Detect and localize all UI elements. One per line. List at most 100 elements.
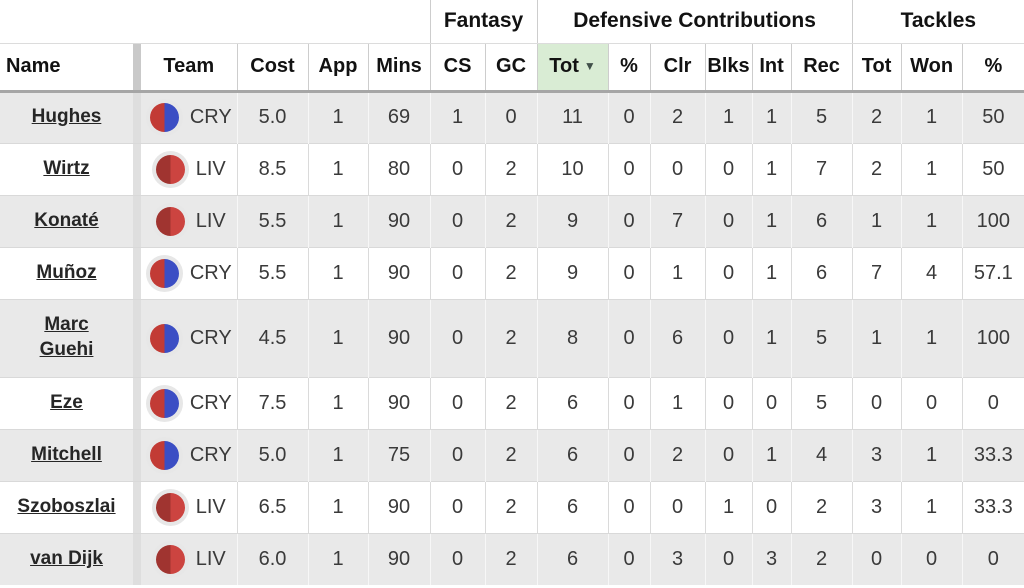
mins-cell: 90 xyxy=(367,532,431,585)
column-header-clr[interactable]: Clr xyxy=(649,43,706,93)
column-header-cost[interactable]: Cost xyxy=(236,43,308,93)
player-row: Marc Guehi CRY 4.5 1 90 0 2 8 0 6 0 1 5 … xyxy=(0,298,1024,377)
team-code: LIV xyxy=(195,209,226,232)
cost-cell: 7.5 xyxy=(236,376,308,429)
tk-tot-cell: 1 xyxy=(851,194,902,247)
team-cell: CRY xyxy=(141,246,237,299)
mins-cell: 69 xyxy=(367,91,431,143)
app-cell: 1 xyxy=(307,142,368,195)
app-cell: 1 xyxy=(307,376,368,429)
team-badge-ring xyxy=(145,254,183,292)
app-cell: 1 xyxy=(307,194,368,247)
frozen-column-divider xyxy=(133,246,141,299)
player-name-link[interactable]: Eze xyxy=(50,391,83,413)
int-cell: 1 xyxy=(751,298,792,377)
table-body: Hughes CRY 5.0 1 69 1 0 11 0 2 1 1 5 2 1… xyxy=(0,91,1024,585)
app-cell: 1 xyxy=(307,532,368,585)
player-name-link[interactable]: Hughes xyxy=(31,106,102,128)
team-code: LIV xyxy=(195,547,226,570)
team-badge-icon-cry xyxy=(149,258,179,288)
team-badge-ring xyxy=(151,540,189,578)
team-badge-icon-liv xyxy=(155,492,185,522)
app-cell: 1 xyxy=(307,428,368,481)
group-header-row: Fantasy Defensive Contributions Tackles xyxy=(0,0,1024,44)
player-name-link[interactable]: Marc Guehi xyxy=(39,314,94,360)
cs-cell: 0 xyxy=(429,142,486,195)
frozen-column-divider xyxy=(133,376,141,429)
player-name-cell: Muñoz xyxy=(0,246,133,299)
frozen-column-divider xyxy=(133,194,141,247)
gc-cell: 2 xyxy=(484,246,538,299)
tk-pct-cell: 0 xyxy=(961,376,1024,429)
dc-pct-cell: 0 xyxy=(607,376,651,429)
dc-tot-cell: 8 xyxy=(536,298,609,377)
dc-tot-cell: 6 xyxy=(536,376,609,429)
frozen-column-divider xyxy=(133,43,141,93)
column-header-mins[interactable]: Mins xyxy=(367,43,431,93)
gc-cell: 2 xyxy=(484,194,538,247)
blks-cell: 1 xyxy=(704,480,753,533)
column-header-tk-won[interactable]: Won xyxy=(900,43,963,93)
cost-cell: 5.5 xyxy=(236,194,308,247)
team-cell: LIV xyxy=(141,142,237,195)
player-name-cell: Mitchell xyxy=(0,428,133,481)
column-header-tk-tot[interactable]: Tot xyxy=(851,43,902,93)
player-name-link[interactable]: Konaté xyxy=(34,209,99,231)
column-header-team[interactable]: Team xyxy=(141,43,237,93)
group-header-spacer xyxy=(0,0,431,44)
column-header-app[interactable]: App xyxy=(307,43,368,93)
tk-tot-cell: 1 xyxy=(851,298,902,377)
int-cell: 0 xyxy=(751,376,792,429)
int-cell: 1 xyxy=(751,91,792,143)
tk-tot-cell: 0 xyxy=(851,532,902,585)
team-cell: LIV xyxy=(141,532,237,585)
cs-cell: 0 xyxy=(429,532,486,585)
player-name-link[interactable]: Mitchell xyxy=(31,443,102,465)
column-header-int[interactable]: Int xyxy=(751,43,792,93)
group-header-defensive-contributions: Defensive Contributions xyxy=(536,0,853,44)
team-badge-icon-liv xyxy=(155,154,185,184)
tk-won-cell: 1 xyxy=(900,91,963,143)
player-name-cell: Wirtz xyxy=(0,142,133,195)
team-badge-icon-liv xyxy=(155,206,185,236)
player-name-cell: Hughes xyxy=(0,91,133,143)
blks-cell: 0 xyxy=(704,246,753,299)
rec-cell: 4 xyxy=(790,428,853,481)
tk-won-cell: 1 xyxy=(900,428,963,481)
column-header-dc-tot-sorted[interactable]: Tot ▼ xyxy=(536,43,609,93)
player-row: Eze CRY 7.5 1 90 0 2 6 0 1 0 0 5 0 0 0 xyxy=(0,376,1024,429)
player-name-link[interactable]: Szoboszlai xyxy=(17,495,116,517)
column-header-name[interactable]: Name xyxy=(0,43,133,93)
frozen-column-divider xyxy=(133,91,141,143)
tk-pct-cell: 50 xyxy=(961,91,1024,143)
player-row: Konaté LIV 5.5 1 90 0 2 9 0 7 0 1 6 1 1 … xyxy=(0,194,1024,247)
tk-won-cell: 1 xyxy=(900,194,963,247)
column-header-cs[interactable]: CS xyxy=(429,43,486,93)
clr-cell: 1 xyxy=(649,376,706,429)
frozen-column-divider xyxy=(133,142,141,195)
column-header-dc-pct[interactable]: % xyxy=(607,43,651,93)
column-header-blks[interactable]: Blks xyxy=(704,43,753,93)
player-name-link[interactable]: Muñoz xyxy=(36,261,97,283)
clr-cell: 0 xyxy=(649,142,706,195)
team-cell: CRY xyxy=(141,376,237,429)
app-cell: 1 xyxy=(307,246,368,299)
blks-cell: 0 xyxy=(704,376,753,429)
gc-cell: 0 xyxy=(484,91,538,143)
column-header-rec[interactable]: Rec xyxy=(790,43,853,93)
player-name-link[interactable]: van Dijk xyxy=(30,547,103,569)
team-wrap: LIV xyxy=(141,202,237,240)
team-badge-icon-cry xyxy=(149,440,179,470)
player-row: Wirtz LIV 8.5 1 80 0 2 10 0 0 0 1 7 2 1 … xyxy=(0,142,1024,195)
player-name-link[interactable]: Wirtz xyxy=(43,157,90,179)
int-cell: 1 xyxy=(751,142,792,195)
clr-cell: 0 xyxy=(649,480,706,533)
dc-tot-cell: 6 xyxy=(536,428,609,481)
player-name-cell: Marc Guehi xyxy=(0,298,133,377)
column-header-tk-pct[interactable]: % xyxy=(961,43,1024,93)
dc-pct-cell: 0 xyxy=(607,142,651,195)
dc-pct-cell: 0 xyxy=(607,480,651,533)
column-header-gc[interactable]: GC xyxy=(484,43,538,93)
team-badge-ring xyxy=(151,150,189,188)
